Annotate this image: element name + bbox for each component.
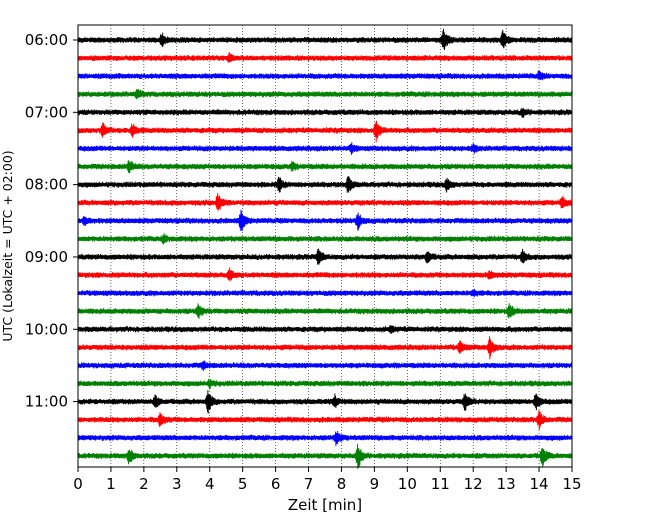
y-tick-label: 10:00 <box>25 320 68 338</box>
trace-line <box>77 120 573 143</box>
y-tick-label: 07:00 <box>25 103 68 121</box>
trace-line <box>77 336 573 360</box>
x-tick-label: 7 <box>304 475 314 493</box>
x-tick-label: 1 <box>106 475 116 493</box>
x-tick-label: 12 <box>464 475 483 493</box>
trace-line <box>77 209 573 232</box>
trace-line <box>77 303 573 319</box>
trace-line <box>77 389 573 414</box>
trace-line <box>77 89 573 100</box>
trace-line <box>77 160 573 174</box>
trace-line <box>77 176 573 193</box>
x-axis-label: Zeit [min] <box>288 496 362 514</box>
x-tick-label: 5 <box>238 475 248 493</box>
x-tick-label: 2 <box>139 475 149 493</box>
x-tick-label: 15 <box>562 475 581 493</box>
trace-line <box>77 142 573 155</box>
x-tick-label: 10 <box>398 475 417 493</box>
y-tick-label: 09:00 <box>25 248 68 266</box>
y-tick-label: 11:00 <box>25 393 68 411</box>
trace-line <box>77 52 573 63</box>
trace-line <box>77 107 573 118</box>
x-tick-label: 6 <box>271 475 281 493</box>
x-tick-label: 13 <box>497 475 516 493</box>
x-tick-label: 3 <box>172 475 182 493</box>
trace-line <box>77 70 573 81</box>
plot-frame <box>77 24 573 468</box>
trace-line <box>77 248 573 265</box>
x-tick-label: 0 <box>73 475 83 493</box>
y-axis-label: UTC (Lokalzeit = UTC + 02:00) <box>0 150 15 341</box>
x-axis-ticks: 0 1 2 3 4 5 6 7 8 9 10 11 12 13 14 15 <box>73 467 582 493</box>
x-tick-label: 4 <box>205 475 215 493</box>
trace-line <box>77 267 573 282</box>
trace-line <box>77 443 573 470</box>
y-axis-ticks: 06:00 07:00 08:00 09:00 10:00 11:00 <box>25 31 78 411</box>
x-tick-label: 11 <box>431 475 450 493</box>
trace-line <box>77 288 573 298</box>
trace-line <box>77 430 573 447</box>
trace-line <box>77 324 573 334</box>
trace-line <box>77 410 573 430</box>
trace-line <box>77 192 573 211</box>
x-tick-label: 9 <box>370 475 380 493</box>
trace-line <box>77 378 573 390</box>
x-tick-label: 14 <box>530 475 549 493</box>
seismogram-traces <box>77 28 573 470</box>
trace-line <box>77 360 573 372</box>
y-tick-label: 08:00 <box>25 176 68 194</box>
trace-line <box>77 233 573 245</box>
trace-line <box>77 28 573 50</box>
y-tick-label: 06:00 <box>25 31 68 49</box>
x-tick-label: 8 <box>337 475 347 493</box>
